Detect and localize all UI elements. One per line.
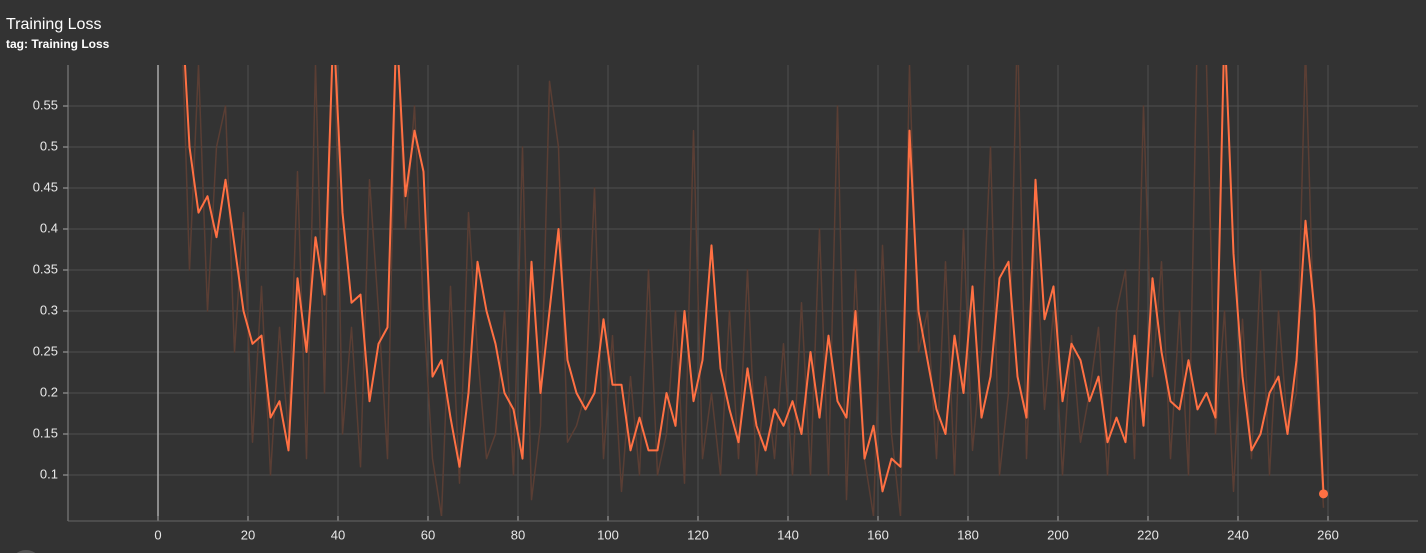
chart-title: Training Loss <box>6 16 101 33</box>
y-tick-label: 0.25 <box>33 343 58 358</box>
toolbar-button[interactable] <box>10 550 42 553</box>
series-line <box>183 65 1325 494</box>
x-tick-label: 0 <box>154 527 161 542</box>
x-tick-label: 40 <box>331 527 345 542</box>
x-tick-label: 240 <box>1227 527 1249 542</box>
x-tick-label: 100 <box>597 527 619 542</box>
y-tick-label: 0.5 <box>40 138 58 153</box>
last-point <box>1319 489 1328 499</box>
chart-subtitle: tag: Training Loss <box>6 37 110 51</box>
series-line <box>182 65 1325 516</box>
y-tick-label: 0.2 <box>40 384 58 399</box>
x-tick-label: 140 <box>777 527 799 542</box>
y-tick-label: 0.3 <box>40 302 58 317</box>
x-tick-label: 260 <box>1317 527 1339 542</box>
plot-area <box>182 65 1325 516</box>
x-tick-label: 200 <box>1047 527 1069 542</box>
x-tick-label: 160 <box>867 527 889 542</box>
x-tick-label: 20 <box>241 527 255 542</box>
y-tick-label: 0.15 <box>33 425 58 440</box>
x-tick-label: 220 <box>1137 527 1159 542</box>
x-tick-label: 80 <box>511 527 525 542</box>
x-tick-label: 60 <box>421 527 435 542</box>
x-tick-label: 120 <box>687 527 709 542</box>
y-tick-label: 0.4 <box>40 220 58 235</box>
y-tick-label: 0.45 <box>33 179 58 194</box>
y-tick-label: 0.55 <box>33 97 58 112</box>
y-tick-label: 0.1 <box>40 466 58 481</box>
x-tick-label: 180 <box>957 527 979 542</box>
y-tick-label: 0.35 <box>33 261 58 276</box>
